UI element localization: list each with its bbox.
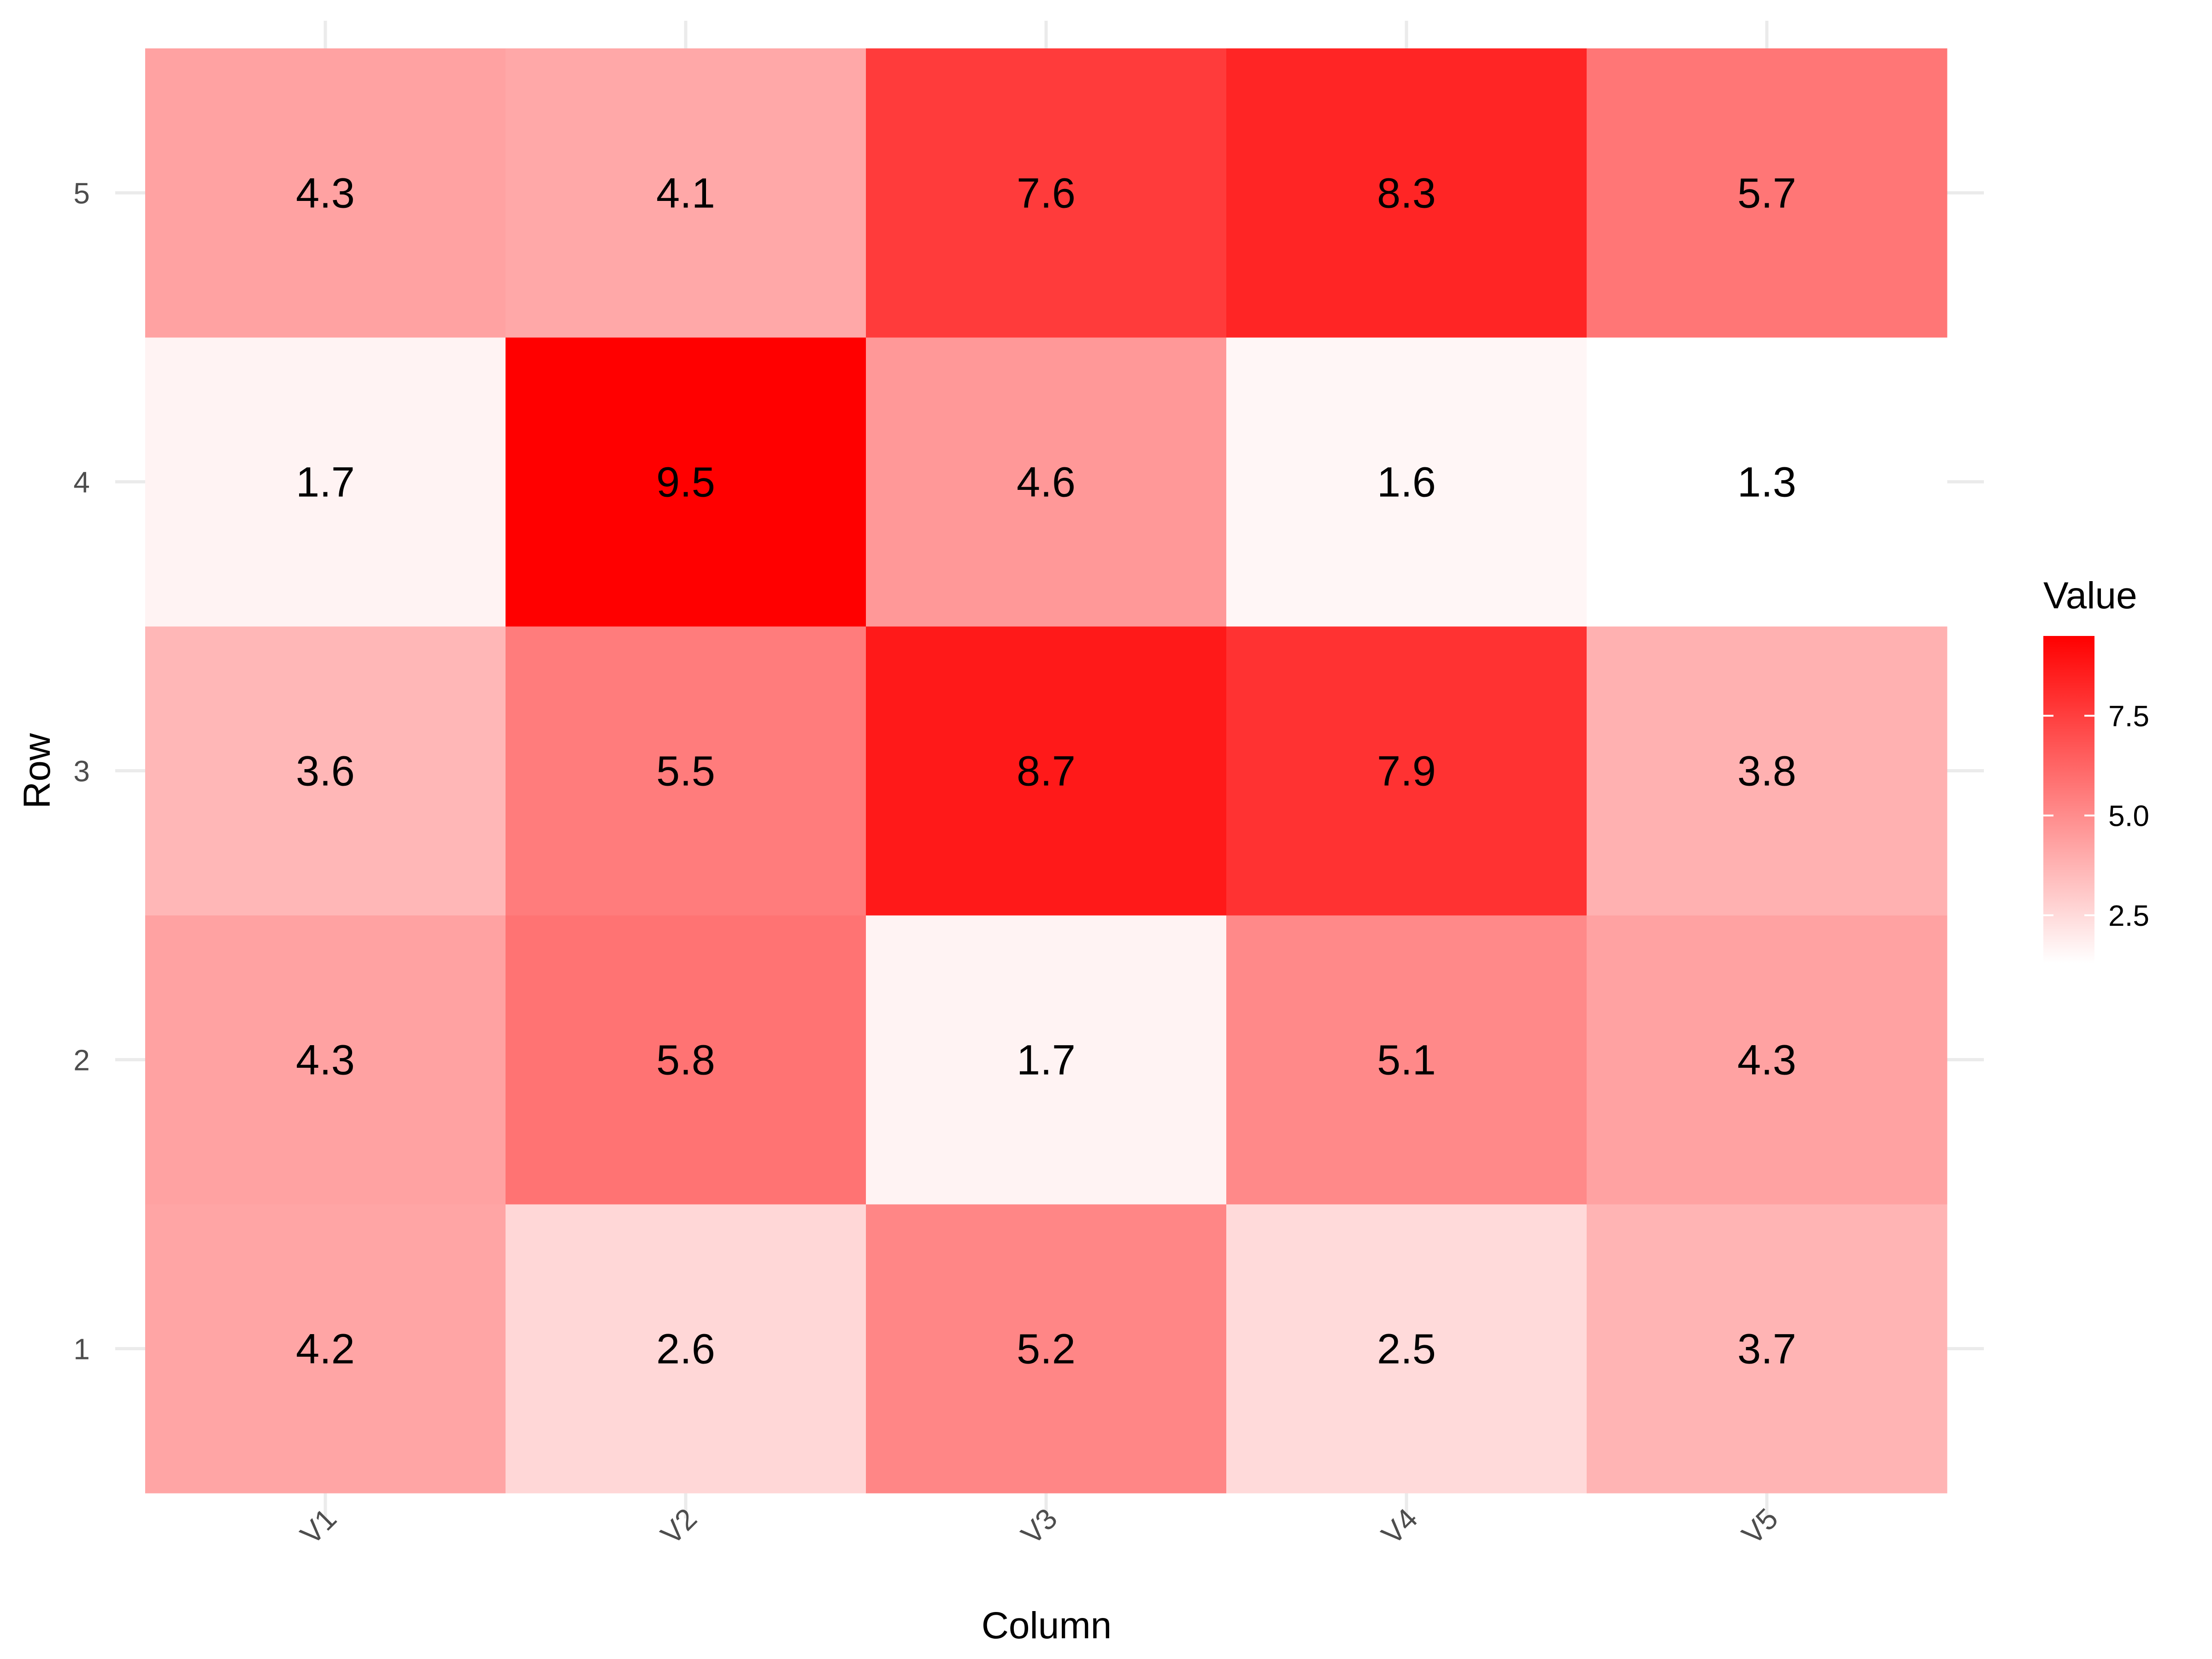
legend-tick-label: 7.5 [2108, 700, 2149, 733]
cell-value-label: 1.7 [1017, 1037, 1076, 1084]
heatmap-cell [1226, 626, 1587, 916]
cell-value-label: 3.6 [296, 748, 355, 795]
heatmap-cell [506, 1204, 866, 1494]
cell-value-label: 4.3 [1737, 1037, 1796, 1084]
x-axis-tick-labels: V1 V2 V3 V4 V5 [294, 1502, 1784, 1551]
heatmap-cell [145, 915, 506, 1205]
cell-value-label: 2.5 [1377, 1326, 1436, 1373]
x-tick-label: V1 [294, 1502, 343, 1551]
cell-value-label: 4.6 [1017, 459, 1076, 506]
heatmap-cell [866, 915, 1227, 1205]
cell-value-labels: 4.2 2.6 5.2 2.5 3.7 4.3 5.8 1.7 5.1 4.3 3.6 5.5 8.7 7… [296, 170, 1796, 1373]
heatmap-cell [1587, 626, 1947, 916]
cell-value-label: 1.7 [296, 459, 355, 506]
heatmap-cell [145, 626, 506, 916]
heatmap-cell [1226, 337, 1587, 627]
x-axis-title: Column [982, 1605, 1112, 1647]
cell-value-label: 4.1 [656, 170, 715, 217]
y-tick-label: 2 [73, 1044, 90, 1077]
heatmap-cell [1226, 1204, 1587, 1494]
x-tick-label: V5 [1735, 1502, 1784, 1551]
cell-value-label: 5.8 [656, 1037, 715, 1084]
heatmap-cell [506, 337, 866, 627]
legend-tick-label: 2.5 [2108, 899, 2149, 932]
heatmap-cell [866, 626, 1227, 916]
cell-value-label: 9.5 [656, 459, 715, 506]
heatmap-cell [1587, 1204, 1947, 1494]
heatmap-cells [145, 48, 1947, 1494]
heatmap-cell [506, 626, 866, 916]
legend-title: Value [2043, 575, 2137, 617]
y-tick-label: 1 [73, 1333, 90, 1366]
x-tick-label: V4 [1375, 1502, 1424, 1551]
heatmap-cell [145, 337, 506, 627]
cell-value-label: 4.2 [296, 1326, 355, 1373]
y-tick-label: 5 [73, 177, 90, 210]
heatmap-cell [1226, 915, 1587, 1205]
heatmap-cell [866, 48, 1227, 338]
heatmap-cell [1587, 48, 1947, 338]
legend-color-bar [2043, 636, 2094, 963]
heatmap-cell [866, 337, 1227, 627]
heatmap-cell [145, 1204, 506, 1494]
y-axis-title: Row [16, 733, 58, 809]
cell-value-label: 5.1 [1377, 1037, 1436, 1084]
heatmap-cell [506, 48, 866, 338]
cell-value-label: 1.6 [1377, 459, 1436, 506]
cell-value-label: 8.3 [1377, 170, 1436, 217]
cell-value-label: 3.7 [1737, 1326, 1796, 1373]
heatmap-cell [145, 48, 506, 338]
heatmap-cell [866, 1204, 1227, 1494]
cell-value-label: 8.7 [1017, 748, 1076, 795]
heatmap-cell [1587, 915, 1947, 1205]
cell-value-label: 4.3 [296, 1037, 355, 1084]
x-tick-label: V2 [654, 1502, 703, 1551]
cell-value-label: 2.6 [656, 1326, 715, 1373]
legend-ticks: 2.5 5.0 7.5 [2043, 700, 2149, 932]
x-tick-label: V3 [1015, 1502, 1064, 1551]
cell-value-label: 3.8 [1737, 748, 1796, 795]
heatmap-cell [1226, 48, 1587, 338]
cell-value-label: 5.2 [1017, 1326, 1076, 1373]
cell-value-label: 5.7 [1737, 170, 1796, 217]
y-tick-label: 4 [73, 466, 90, 499]
heatmap-cell [1587, 337, 1947, 627]
y-axis-tick-labels: 1 2 3 4 5 [73, 177, 90, 1366]
color-legend: Value 2.5 5.0 7.5 [2043, 575, 2149, 963]
cell-value-label: 4.3 [296, 170, 355, 217]
heatmap-cell [506, 915, 866, 1205]
cell-value-label: 5.5 [656, 748, 715, 795]
cell-value-label: 7.9 [1377, 748, 1436, 795]
cell-value-label: 7.6 [1017, 170, 1076, 217]
y-tick-label: 3 [73, 755, 90, 788]
cell-value-label: 1.3 [1737, 459, 1796, 506]
legend-tick-label: 5.0 [2108, 800, 2149, 833]
